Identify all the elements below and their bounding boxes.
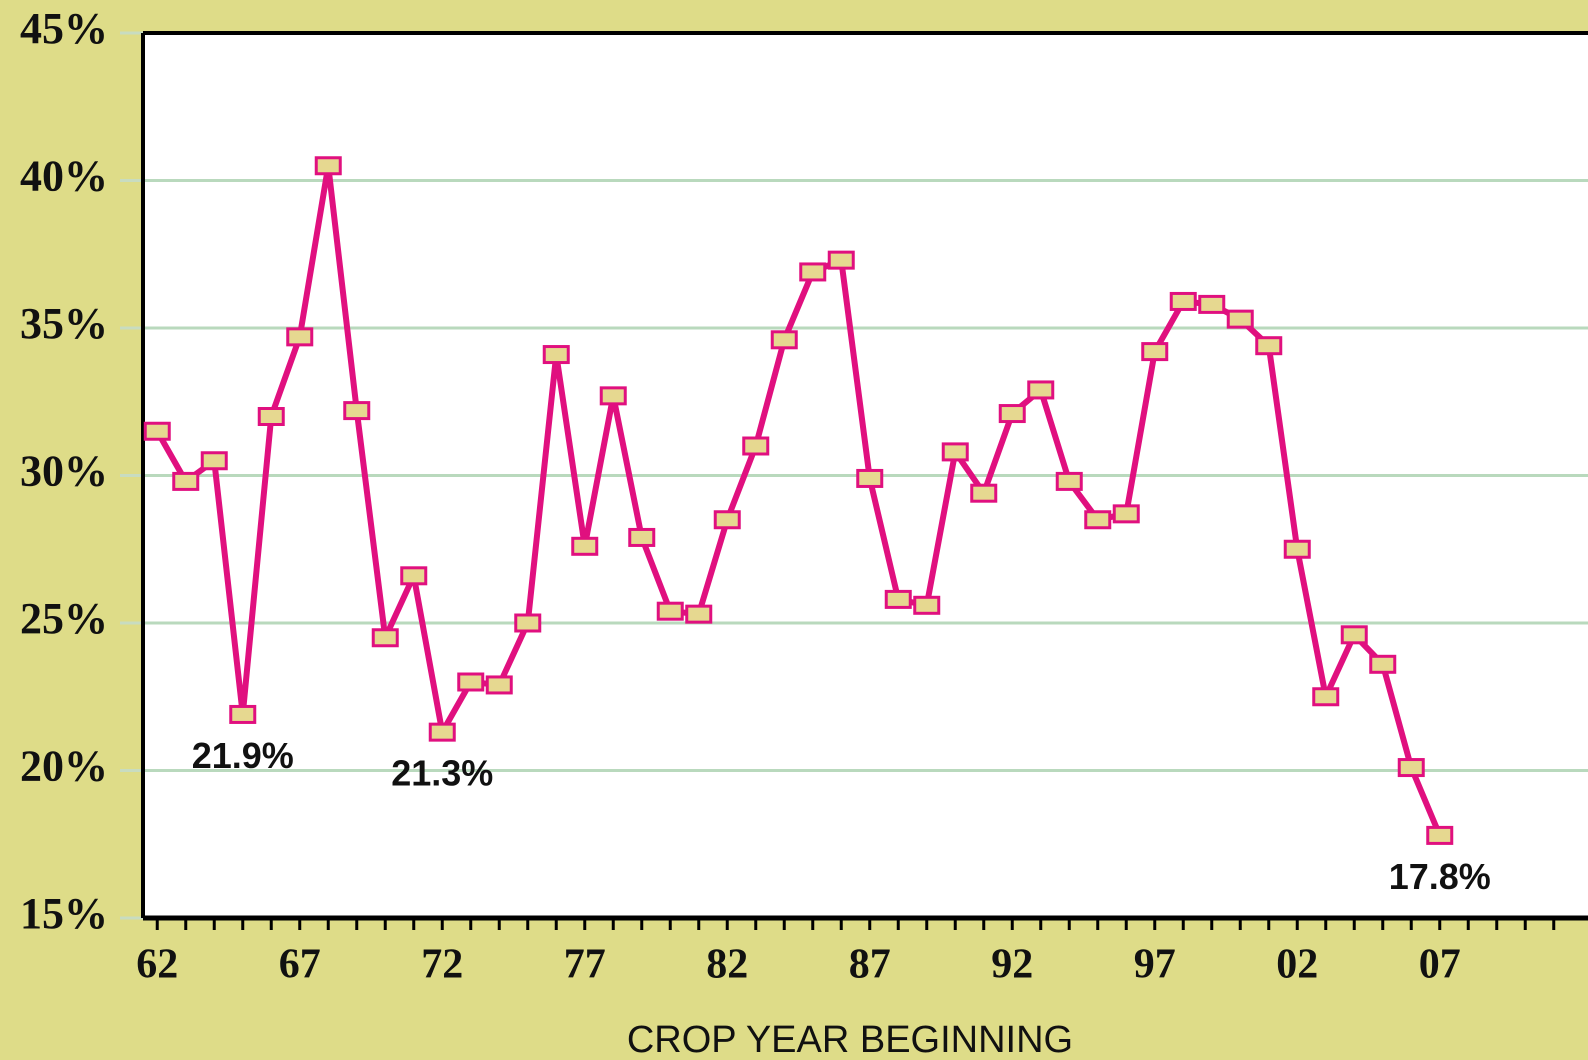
- x-axis-title: CROP YEAR BEGINNING: [627, 1019, 1073, 1060]
- marker: [314, 156, 342, 176]
- marker: [1055, 471, 1083, 491]
- marker: [1084, 510, 1112, 530]
- marker: [1027, 380, 1055, 400]
- marker: [599, 386, 627, 406]
- marker: [1340, 625, 1368, 645]
- marker: [770, 330, 798, 350]
- x-tick-label: 72: [421, 942, 463, 988]
- x-tick-label: 87: [849, 942, 891, 988]
- x-tick-label: 07: [1419, 942, 1461, 988]
- marker: [1169, 291, 1197, 311]
- marker: [542, 345, 570, 365]
- marker: [827, 250, 855, 270]
- marker: [172, 471, 200, 491]
- x-tick-label: 62: [136, 942, 178, 988]
- marker: [799, 262, 827, 282]
- marker: [1283, 539, 1311, 559]
- marker: [400, 566, 428, 586]
- y-tick-label: 40%: [20, 152, 108, 201]
- marker: [457, 672, 485, 692]
- y-tick-label: 25%: [20, 594, 108, 643]
- y-tick-label: 45%: [20, 4, 108, 53]
- marker: [1426, 825, 1454, 845]
- marker: [371, 628, 399, 648]
- x-tick-label: 77: [564, 942, 606, 988]
- marker: [428, 722, 456, 742]
- marker: [229, 704, 257, 724]
- marker: [343, 401, 371, 421]
- y-tick-label: 35%: [20, 299, 108, 348]
- x-tick-label: 92: [991, 942, 1033, 988]
- marker: [628, 527, 656, 547]
- marker: [143, 421, 171, 441]
- marker: [1255, 336, 1283, 356]
- x-tick-label: 67: [279, 942, 321, 988]
- data-label: 21.3%: [391, 753, 493, 794]
- marker: [485, 675, 513, 695]
- data-label: 21.9%: [192, 735, 294, 776]
- marker: [856, 468, 884, 488]
- marker: [970, 483, 998, 503]
- marker: [713, 510, 741, 530]
- marker: [884, 589, 912, 609]
- marker: [1312, 687, 1340, 707]
- marker: [1198, 294, 1226, 314]
- marker: [286, 327, 314, 347]
- data-label: 17.8%: [1389, 856, 1491, 897]
- marker: [685, 604, 713, 624]
- marker: [257, 407, 285, 426]
- marker: [571, 536, 599, 556]
- marker: [1397, 758, 1425, 778]
- marker: [742, 436, 770, 456]
- marker: [998, 404, 1026, 424]
- y-tick-label: 15%: [20, 889, 108, 938]
- marker: [200, 451, 228, 471]
- x-tick-label: 02: [1276, 942, 1318, 988]
- marker: [656, 601, 684, 621]
- marker: [1112, 504, 1140, 524]
- marker: [941, 442, 969, 462]
- y-tick-label: 30%: [20, 447, 108, 496]
- marker: [1141, 342, 1169, 362]
- marker: [1226, 309, 1254, 329]
- y-tick-label: 20%: [20, 742, 108, 791]
- line: [154, 162, 1443, 837]
- marker: [514, 613, 542, 633]
- x-tick-label: 82: [706, 942, 748, 988]
- marker: [913, 595, 941, 615]
- marker: [1369, 654, 1397, 674]
- x-tick-label: 97: [1134, 942, 1176, 988]
